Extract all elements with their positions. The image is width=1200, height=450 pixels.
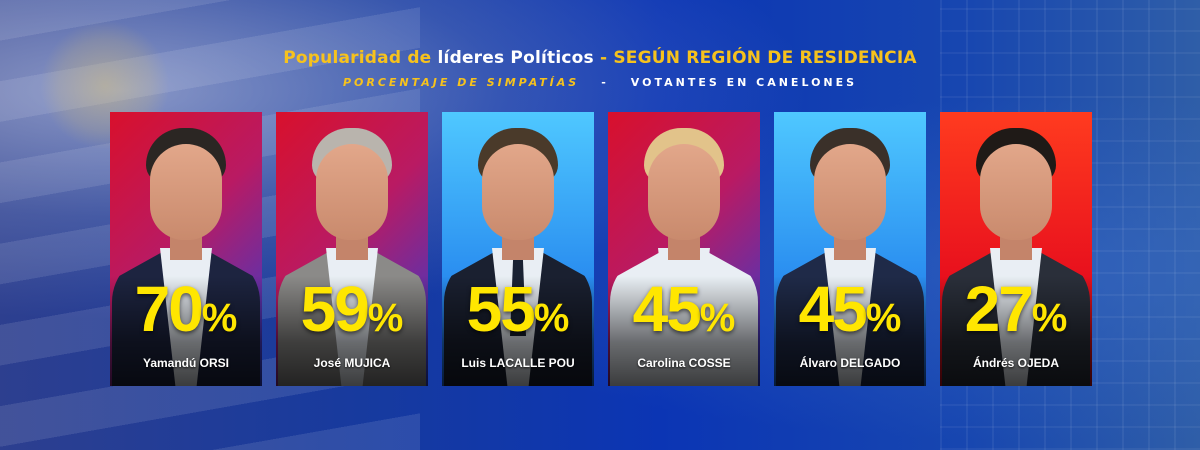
face xyxy=(150,144,222,240)
percentage-value: 59% xyxy=(276,277,428,350)
leader-name: Ándrés OJEDA xyxy=(972,356,1060,370)
face xyxy=(814,144,886,240)
percentage-value: 27% xyxy=(940,277,1092,350)
percentage-symbol: % xyxy=(367,296,404,340)
percentage-symbol: % xyxy=(699,296,736,340)
leader-card: 55% Luis LACALLE POU xyxy=(442,112,594,386)
leader-card: 45% Carolina COSSE xyxy=(608,112,760,386)
bottom-shade xyxy=(276,276,428,386)
face xyxy=(482,144,554,240)
bottom-shade xyxy=(442,276,594,386)
leader-name: Yamandú ORSI xyxy=(142,356,230,370)
percentage-value: 70% xyxy=(110,277,262,350)
percentage-symbol: % xyxy=(201,296,238,340)
title-part-1: Popularidad de xyxy=(283,48,438,68)
subtitle-separator: - xyxy=(601,76,609,89)
percentage-symbol: % xyxy=(533,296,570,340)
percentage-value: 45% xyxy=(608,277,760,350)
subtitle-left: PORCENTAJE DE SIMPATÍAS xyxy=(342,76,580,89)
face xyxy=(980,144,1052,240)
page-subtitle: PORCENTAJE DE SIMPATÍAS - VOTANTES EN CANE… xyxy=(0,76,1200,89)
leader-name: José MUJICA xyxy=(313,356,391,370)
leader-card: 70% Yamandú ORSI xyxy=(110,112,262,386)
percentage-number: 59 xyxy=(300,273,370,345)
percentage-value: 45% xyxy=(774,277,926,350)
leader-card: 27% Ándrés OJEDA xyxy=(940,112,1092,386)
leader-name: Carolina COSSE xyxy=(637,356,731,370)
bottom-shade xyxy=(774,276,926,386)
percentage-symbol: % xyxy=(865,296,902,340)
percentage-symbol: % xyxy=(1031,296,1068,340)
leader-cards: 70% Yamandú ORSI 59% José MUJICA 55% Luis LAC… xyxy=(110,112,1092,386)
percentage-number: 55 xyxy=(466,273,536,345)
percentage-number: 45 xyxy=(798,273,868,345)
leader-name: Luis LACALLE POU xyxy=(461,356,575,370)
face xyxy=(316,144,388,240)
leader-card: 59% José MUJICA xyxy=(276,112,428,386)
leader-card: 45% Álvaro DELGADO xyxy=(774,112,926,386)
face xyxy=(648,144,720,240)
percentage-value: 55% xyxy=(442,277,594,350)
header: Popularidad de líderes Políticos - SEGÚN… xyxy=(0,48,1200,89)
bottom-shade xyxy=(608,276,760,386)
subtitle-right: VOTANTES EN CANELONES xyxy=(630,76,858,89)
percentage-number: 27 xyxy=(964,273,1034,345)
percentage-number: 70 xyxy=(134,273,204,345)
percentage-number: 45 xyxy=(632,273,702,345)
title-part-2: líderes Políticos xyxy=(437,48,594,68)
bottom-shade xyxy=(940,276,1092,386)
title-part-3: - SEGÚN REGIÓN DE RESIDENCIA xyxy=(593,48,917,68)
bottom-shade xyxy=(110,276,262,386)
leader-name: Álvaro DELGADO xyxy=(799,356,901,370)
page-title: Popularidad de líderes Políticos - SEGÚN… xyxy=(0,48,1200,68)
